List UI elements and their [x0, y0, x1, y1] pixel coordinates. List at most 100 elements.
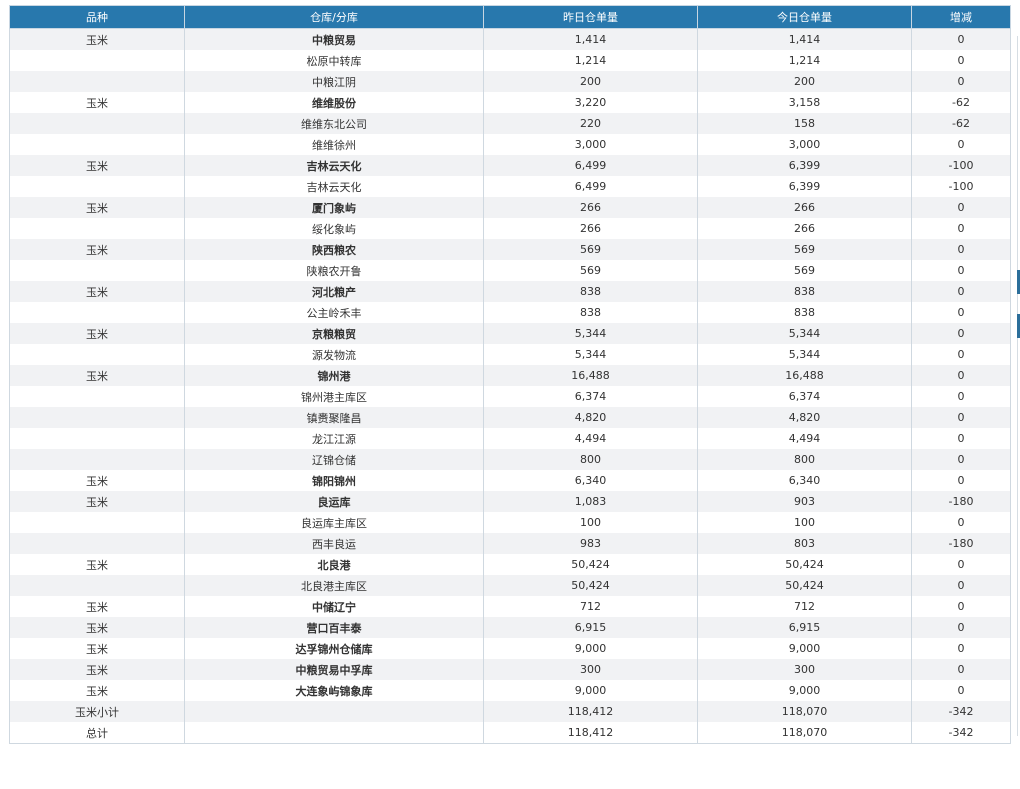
cell-warehouse: 公主岭禾丰	[184, 302, 484, 323]
cell-variety: 玉米	[9, 617, 185, 638]
cell-yesterday: 220	[483, 113, 698, 134]
cell-today: 9,000	[697, 638, 912, 659]
cell-today: 6,374	[697, 386, 912, 407]
header-warehouse: 仓库/分库	[184, 5, 484, 29]
cell-yesterday: 6,499	[483, 155, 698, 176]
cell-variety	[9, 176, 185, 197]
cell-warehouse: 锦州港	[184, 365, 484, 386]
cell-variety	[9, 218, 185, 239]
cell-today: 803	[697, 533, 912, 554]
cell-today: 6,399	[697, 176, 912, 197]
cell-warehouse: 良运库主库区	[184, 512, 484, 533]
cell-warehouse: 京粮粮贸	[184, 323, 484, 344]
cell-change: 0	[911, 50, 1011, 71]
cell-today: 3,000	[697, 134, 912, 155]
table-row: 玉米 中粮贸易中孚库 300 300 0	[9, 659, 1011, 680]
cell-change: 0	[911, 28, 1011, 50]
cell-change: 0	[911, 575, 1011, 596]
table-row: 玉米 北良港 50,424 50,424 0	[9, 554, 1011, 575]
cell-today: 6,399	[697, 155, 912, 176]
cell-yesterday: 9,000	[483, 638, 698, 659]
table-row: 良运库主库区 100 100 0	[9, 512, 1011, 533]
cell-change: 0	[911, 617, 1011, 638]
table-row: 玉米 锦阳锦州 6,340 6,340 0	[9, 470, 1011, 491]
cell-warehouse: 陕粮农开鲁	[184, 260, 484, 281]
cell-variety	[9, 512, 185, 533]
scrollbar-thumb[interactable]	[1017, 270, 1020, 294]
warehouse-receipt-table-container: 品种 仓库/分库 昨日仓单量 今日仓单量 增减 玉米 中粮贸易 1,414 1,414…	[9, 5, 1011, 744]
table-row: 玉米 锦州港 16,488 16,488 0	[9, 365, 1011, 386]
cell-change: -180	[911, 533, 1011, 554]
table-row: 玉米 达孚锦州仓储库 9,000 9,000 0	[9, 638, 1011, 659]
cell-today: 838	[697, 302, 912, 323]
cell-warehouse: 维维股份	[184, 92, 484, 113]
cell-yesterday: 100	[483, 512, 698, 533]
cell-variety	[9, 113, 185, 134]
cell-change: 0	[911, 428, 1011, 449]
cell-today: 9,000	[697, 680, 912, 701]
cell-warehouse: 河北粮产	[184, 281, 484, 302]
cell-today: 266	[697, 197, 912, 218]
cell-change: 0	[911, 302, 1011, 323]
table-row: 源发物流 5,344 5,344 0	[9, 344, 1011, 365]
cell-yesterday: 3,000	[483, 134, 698, 155]
cell-yesterday: 1,414	[483, 28, 698, 50]
cell-warehouse: 西丰良运	[184, 533, 484, 554]
cell-today: 3,158	[697, 92, 912, 113]
scrollbar-track[interactable]	[1017, 36, 1018, 736]
cell-warehouse: 锦阳锦州	[184, 470, 484, 491]
cell-today: 4,820	[697, 407, 912, 428]
cell-variety: 玉米	[9, 554, 185, 575]
cell-warehouse: 北良港主库区	[184, 575, 484, 596]
cell-yesterday: 300	[483, 659, 698, 680]
table-row: 玉米 陕西粮农 569 569 0	[9, 239, 1011, 260]
cell-warehouse: 辽锦仓储	[184, 449, 484, 470]
cell-yesterday: 3,220	[483, 92, 698, 113]
cell-yesterday: 800	[483, 449, 698, 470]
scrollbar-marker	[1017, 314, 1020, 338]
table-row: 龙江江源 4,494 4,494 0	[9, 428, 1011, 449]
cell-variety: 玉米	[9, 281, 185, 302]
table-row: 总计 118,412 118,070 -342	[9, 722, 1011, 744]
cell-yesterday: 50,424	[483, 554, 698, 575]
cell-warehouse: 中粮江阴	[184, 71, 484, 92]
cell-today: 50,424	[697, 554, 912, 575]
cell-today: 903	[697, 491, 912, 512]
cell-variety: 玉米	[9, 197, 185, 218]
table-row: 绥化象屿 266 266 0	[9, 218, 1011, 239]
cell-today: 1,214	[697, 50, 912, 71]
cell-today: 300	[697, 659, 912, 680]
cell-variety	[9, 302, 185, 323]
table-row: 镇赉聚隆昌 4,820 4,820 0	[9, 407, 1011, 428]
cell-warehouse: 北良港	[184, 554, 484, 575]
cell-variety	[9, 71, 185, 92]
cell-yesterday: 118,412	[483, 722, 698, 744]
cell-yesterday: 4,494	[483, 428, 698, 449]
cell-change: -342	[911, 722, 1011, 744]
cell-variety	[9, 344, 185, 365]
cell-today: 838	[697, 281, 912, 302]
cell-yesterday: 569	[483, 239, 698, 260]
cell-variety: 玉米	[9, 659, 185, 680]
table-row: 维维徐州 3,000 3,000 0	[9, 134, 1011, 155]
cell-warehouse: 中储辽宁	[184, 596, 484, 617]
cell-warehouse	[184, 701, 484, 722]
cell-change: 0	[911, 260, 1011, 281]
cell-change: 0	[911, 239, 1011, 260]
cell-change: 0	[911, 470, 1011, 491]
cell-warehouse: 大连象屿锦象库	[184, 680, 484, 701]
cell-change: 0	[911, 134, 1011, 155]
table-row: 松原中转库 1,214 1,214 0	[9, 50, 1011, 71]
cell-today: 266	[697, 218, 912, 239]
cell-today: 158	[697, 113, 912, 134]
table-row: 辽锦仓储 800 800 0	[9, 449, 1011, 470]
header-today-receipts: 今日仓单量	[697, 5, 912, 29]
warehouse-receipt-table: 品种 仓库/分库 昨日仓单量 今日仓单量 增减 玉米 中粮贸易 1,414 1,414…	[9, 5, 1011, 744]
cell-warehouse: 达孚锦州仓储库	[184, 638, 484, 659]
cell-change: 0	[911, 71, 1011, 92]
cell-change: 0	[911, 449, 1011, 470]
cell-yesterday: 6,915	[483, 617, 698, 638]
table-row: 玉米 大连象屿锦象库 9,000 9,000 0	[9, 680, 1011, 701]
cell-warehouse: 源发物流	[184, 344, 484, 365]
cell-variety	[9, 407, 185, 428]
